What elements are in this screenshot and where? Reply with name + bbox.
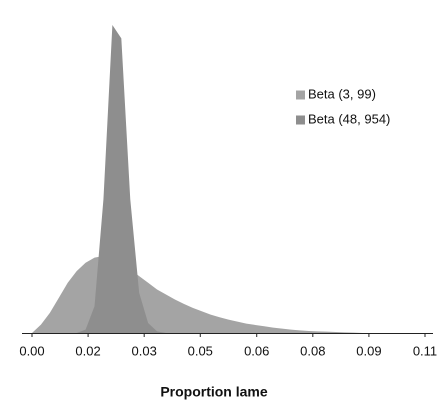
density-area (32, 25, 425, 333)
legend-label: Beta (3, 99) (308, 86, 376, 101)
x-tick-label: 0.00 (19, 343, 44, 358)
x-tick-label: 0.06 (244, 343, 269, 358)
x-axis-title: Proportion lame (160, 384, 268, 400)
x-tick-label: 0.08 (300, 343, 325, 358)
x-tick-label: 0.05 (188, 343, 213, 358)
x-tick-label: 0.02 (75, 343, 100, 358)
legend-swatch (296, 90, 305, 100)
legend-label: Beta (48, 954) (308, 111, 390, 126)
x-tick-label: 0.11 (413, 343, 437, 358)
legend-swatch (296, 115, 305, 125)
x-tick-label: 0.09 (356, 343, 381, 358)
x-tick-label: 0.03 (132, 343, 157, 358)
